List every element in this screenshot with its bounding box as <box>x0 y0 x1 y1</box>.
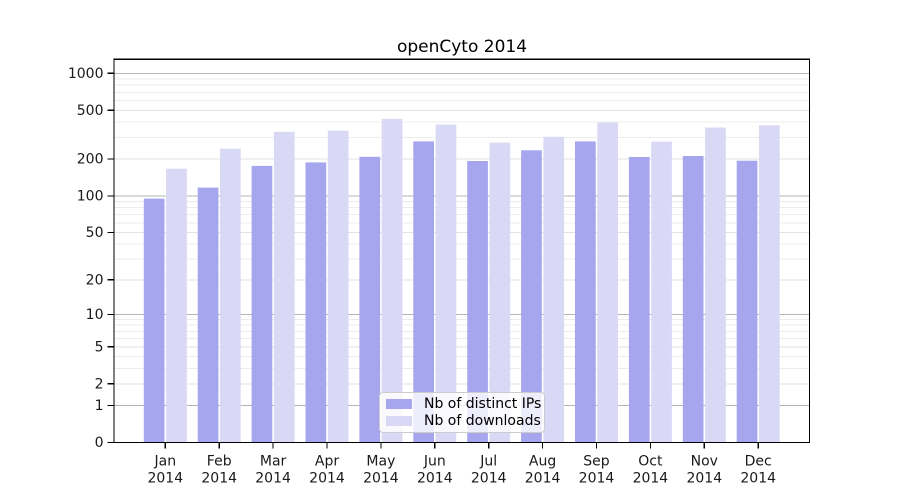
x-tick-label-year: 2014 <box>363 471 399 487</box>
x-tick-label-month: Dec <box>745 454 772 470</box>
legend-item-downloads: Nb of downloads <box>386 413 544 429</box>
legend: Nb of distinct IPs Nb of downloads <box>379 392 545 433</box>
bar-downloads <box>435 124 457 443</box>
bar-distinct-ips <box>521 150 542 443</box>
bar-distinct-ips <box>251 165 273 443</box>
bar-downloads <box>597 122 618 443</box>
x-tick-label-month: Jan <box>154 454 177 470</box>
bar-downloads <box>759 125 780 443</box>
x-tick-label-year: 2014 <box>309 471 345 487</box>
x-tick-label-year: 2014 <box>579 471 615 487</box>
x-tick-label-month: Oct <box>638 454 663 470</box>
x-tick-label-month: Aug <box>529 454 556 470</box>
y-tick-label: 5 <box>95 339 104 355</box>
y-tick-label: 10 <box>86 307 104 323</box>
bar-downloads <box>273 131 295 443</box>
y-tick-label: 2 <box>95 376 104 392</box>
bar-distinct-ips <box>628 157 650 443</box>
x-tick-label-month: Feb <box>207 454 232 470</box>
x-tick-label-year: 2014 <box>201 471 237 487</box>
x-tick-label-month: Sep <box>583 454 610 470</box>
bar-distinct-ips <box>467 161 488 443</box>
legend-swatch-ips-icon <box>386 399 412 409</box>
chart-title: openCyto 2014 <box>396 37 528 57</box>
x-tick-label-year: 2014 <box>471 471 507 487</box>
y-tick-label: 1000 <box>68 66 104 82</box>
x-tick-label-year: 2014 <box>740 471 776 487</box>
y-tick-label: 50 <box>86 225 104 241</box>
x-tick-label-month: Nov <box>691 454 718 470</box>
bar-downloads <box>166 168 187 443</box>
bar-downloads <box>220 148 241 443</box>
bar-downloads <box>489 142 511 443</box>
bar-downloads <box>543 136 565 443</box>
x-tick-label-month: Jul <box>479 454 497 470</box>
legend-swatch-downloads-icon <box>386 416 412 426</box>
legend-item-distinct-ips: Nb of distinct IPs <box>386 396 544 412</box>
x-tick-label-month: Apr <box>315 454 339 470</box>
x-tick-label-year: 2014 <box>525 471 561 487</box>
x-tick-label-month: Jun <box>423 454 446 470</box>
bar-downloads <box>381 118 403 443</box>
bar-distinct-ips <box>413 141 434 443</box>
bar-distinct-ips <box>305 162 327 443</box>
y-tick-label: 200 <box>77 152 104 168</box>
legend-label-distinct-ips: Nb of distinct IPs <box>424 396 542 412</box>
x-tick-label-year: 2014 <box>686 471 722 487</box>
bar-downloads <box>705 127 726 443</box>
x-tick-label-year: 2014 <box>417 471 453 487</box>
bar-distinct-ips <box>143 198 165 443</box>
y-tick-label: 0 <box>95 435 104 451</box>
y-tick-label: 20 <box>86 272 104 288</box>
bar-distinct-ips <box>736 160 758 443</box>
x-tick-label-year: 2014 <box>255 471 291 487</box>
plot-frame <box>113 58 811 444</box>
bar-distinct-ips <box>682 156 704 443</box>
x-tick-label-month: Mar <box>260 454 287 470</box>
bar-distinct-ips <box>359 156 381 443</box>
y-tick-label: 1 <box>95 398 104 414</box>
x-tick-label-month: May <box>366 454 395 470</box>
bar-distinct-ips <box>197 187 219 443</box>
x-tick-label-year: 2014 <box>147 471 183 487</box>
legend-label-downloads: Nb of downloads <box>424 413 541 429</box>
bar-downloads <box>327 130 349 443</box>
y-tick-label: 100 <box>77 188 104 204</box>
y-tick-label: 500 <box>77 103 104 119</box>
x-tick-label-year: 2014 <box>633 471 669 487</box>
bar-distinct-ips <box>575 141 596 443</box>
bar-downloads <box>651 141 672 443</box>
